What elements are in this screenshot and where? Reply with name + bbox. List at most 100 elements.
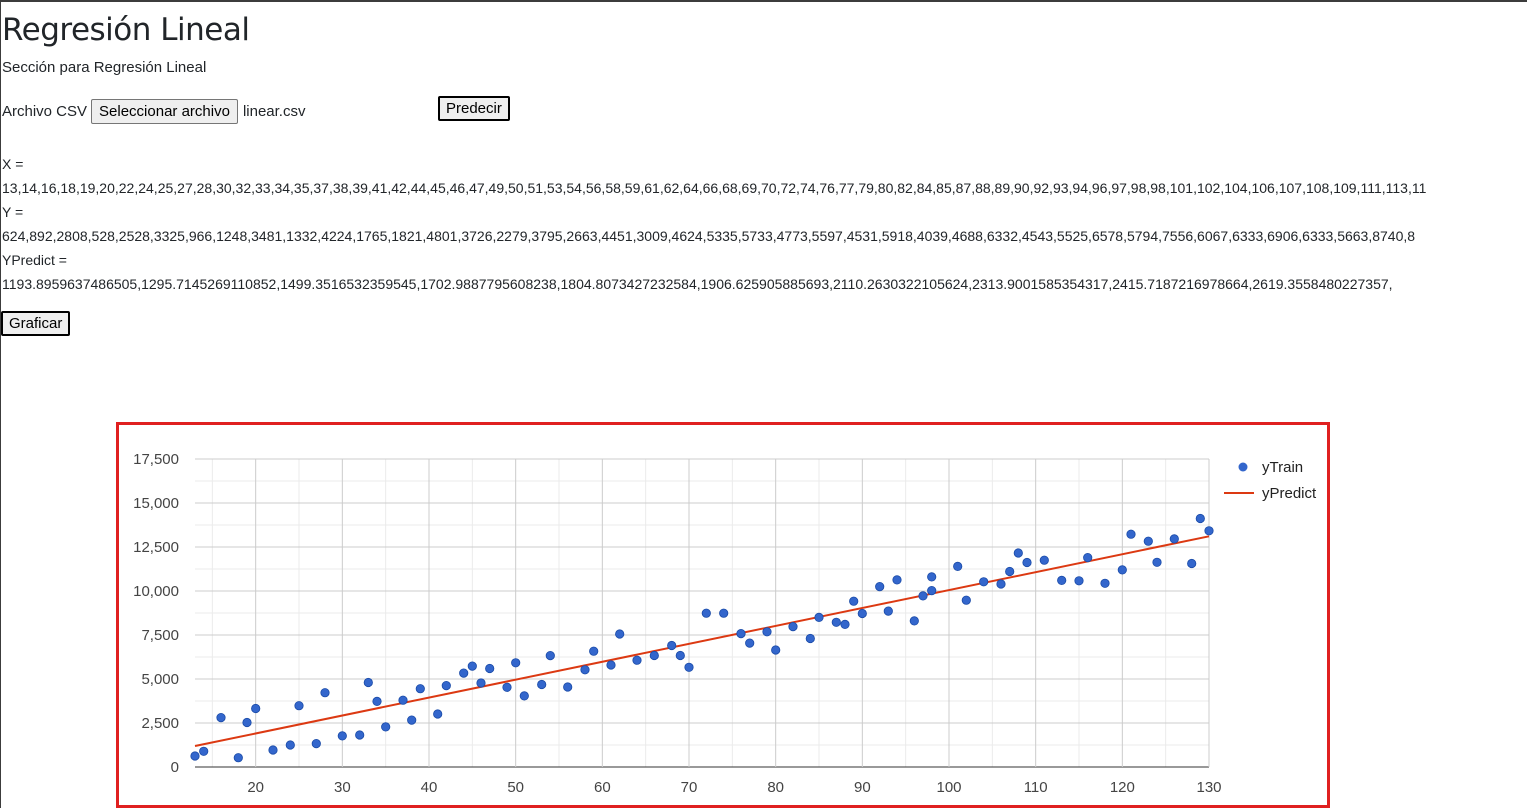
ytrain-point <box>1100 578 1110 588</box>
x-tick-label: 120 <box>1110 779 1135 796</box>
y-output-values: 624,892,2808,528,2528,3325,966,1248,3481… <box>2 228 1416 244</box>
selected-file-name: linear.csv <box>242 102 306 120</box>
ytrain-point <box>242 717 252 728</box>
ytrain-point <box>1039 555 1049 565</box>
ytrain-point <box>719 608 729 618</box>
ytrain-point <box>788 622 798 632</box>
x-output-label: X = <box>2 156 24 172</box>
ytrain-point <box>814 612 824 622</box>
ytrain-point <box>311 738 321 749</box>
ytrain-point <box>285 740 295 750</box>
ytrain-point <box>606 660 616 670</box>
ypredict-line <box>194 535 1210 747</box>
ytrain-point <box>415 684 425 694</box>
page-title: Regresión Lineal <box>2 12 250 48</box>
legend-label: yTrain <box>1262 459 1303 476</box>
y-output-label: Y = <box>2 204 24 220</box>
ytrain-point <box>892 575 902 585</box>
ytrain-point <box>485 663 495 674</box>
y-tick-label: 15,000 <box>133 495 179 512</box>
x-tick-label: 40 <box>421 779 438 796</box>
predict-button[interactable]: Predecir <box>438 96 510 121</box>
ytrain-point <box>372 696 382 706</box>
ytrain-point <box>545 651 555 661</box>
ytrain-point <box>840 619 850 629</box>
ytrain-point <box>805 633 815 644</box>
ytrain-point <box>961 595 971 605</box>
y-tick-label: 7,500 <box>141 627 179 644</box>
ypredict-output-values: 1193.8959637486505,1295.7145269110852,14… <box>2 276 1393 292</box>
ytrain-point <box>537 679 547 690</box>
x-tick-label: 80 <box>767 779 784 796</box>
ytrain-point <box>1057 575 1067 585</box>
ytrain-point <box>502 682 512 692</box>
x-tick-label: 100 <box>936 779 961 796</box>
ytrain-point <box>320 688 330 698</box>
ytrain-point <box>407 715 417 725</box>
ytrain-point <box>511 658 521 668</box>
ytrain-point <box>1195 513 1205 524</box>
ytrain-point <box>1204 526 1214 536</box>
ytrain-point <box>883 606 893 616</box>
ytrain-point <box>849 596 859 606</box>
csv-file-label: Archivo CSV <box>2 102 88 120</box>
ytrain-point <box>996 579 1006 589</box>
csv-upload-row: Archivo CSV Seleccionar archivo linear.c… <box>2 96 305 126</box>
chart-canvas: 0 2,500 5,000 7,500 10,000 12,500 15,000 17,500… <box>133 451 1317 796</box>
y-tick-label: 12,500 <box>133 539 179 556</box>
ytrain-point <box>519 691 529 701</box>
ytrain-point <box>1117 565 1127 575</box>
regression-chart: 0 2,500 5,000 7,500 10,000 12,500 15,000 17,500… <box>116 422 1330 808</box>
ytrain-point <box>918 591 928 601</box>
ytrain-point <box>233 753 243 763</box>
ytrain-point <box>771 645 781 655</box>
ytrain-point <box>953 561 963 571</box>
ytrain-point <box>1083 553 1093 563</box>
ytrain-point <box>675 650 685 661</box>
regression-output: X = 13,14,16,18,19,20,22,24,25,27,28,30,… <box>2 152 1527 296</box>
ytrain-point <box>251 703 261 714</box>
ytrain-point <box>199 746 209 756</box>
ytrain-point <box>441 680 451 691</box>
ytrain-point <box>1187 558 1197 569</box>
ytrain-point <box>190 751 200 761</box>
ytrain-point <box>875 582 885 592</box>
ytrain-point <box>762 627 772 637</box>
ytrain-point <box>632 655 642 665</box>
legend-label: yPredict <box>1262 485 1317 502</box>
ytrain-point <box>831 617 841 627</box>
ytrain-point <box>459 668 469 678</box>
ytrain-point <box>1126 529 1136 539</box>
ytrain-point <box>701 608 711 618</box>
x-tick-label: 60 <box>594 779 611 796</box>
ytrain-point <box>268 745 278 755</box>
ytrain-point <box>1143 536 1153 546</box>
graph-button[interactable]: Graficar <box>1 311 71 336</box>
y-tick-label: 10,000 <box>133 583 179 600</box>
ytrain-point <box>1013 548 1023 558</box>
ytrain-point <box>1005 566 1015 577</box>
ytrain-point <box>736 629 746 639</box>
page-subtitle: Sección para Regresión Lineal <box>2 59 207 76</box>
ytrain-point <box>979 577 989 587</box>
legend-ytrain-marker <box>1238 462 1248 472</box>
ytrain-point <box>1152 557 1162 567</box>
ytrain-point <box>337 731 347 741</box>
ytrain-point <box>580 665 590 675</box>
ytrain-point <box>927 586 937 596</box>
ytrain-point <box>667 640 677 651</box>
y-tick-label: 17,500 <box>133 451 179 468</box>
x-tick-label: 90 <box>854 779 871 796</box>
ytrain-point <box>363 677 373 688</box>
ytrain-point <box>294 701 304 711</box>
select-file-button[interactable]: Seleccionar archivo <box>91 98 238 124</box>
ytrain-point <box>563 682 573 692</box>
x-tick-label: 20 <box>247 779 264 796</box>
x-tick-label: 110 <box>1024 779 1048 796</box>
ytrain-point <box>615 629 625 639</box>
ytrain-point <box>909 616 919 626</box>
ytrain-point <box>684 662 694 672</box>
x-output-values: 13,14,16,18,19,20,22,24,25,27,28,30,32,3… <box>2 180 1427 196</box>
ypredict-output-label: YPredict = <box>2 252 67 268</box>
